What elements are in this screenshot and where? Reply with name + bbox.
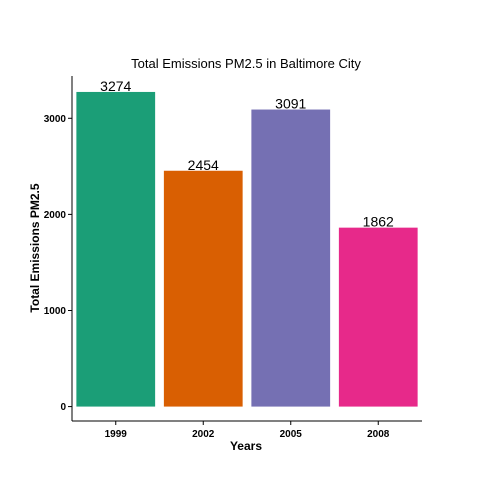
- y-axis-title: Total Emissions PM2.5: [28, 183, 42, 312]
- bars-group: [76, 91, 418, 407]
- x-tick-label-2005: 2005: [280, 429, 303, 440]
- data-label-1999: 3274: [100, 78, 131, 94]
- x-axis-title: Years: [230, 439, 262, 453]
- data-label-2002: 2454: [188, 157, 219, 173]
- bar-1999: [76, 91, 156, 407]
- x-tick-label-2008: 2008: [367, 429, 390, 440]
- data-label-2005: 3091: [275, 96, 306, 112]
- bar-2008: [338, 227, 418, 407]
- y-tick-label-2000: 2000: [44, 210, 67, 221]
- y-ticks-group: 0 1000 2000 3000: [44, 114, 72, 413]
- bar-2002: [163, 170, 243, 407]
- bar-2005: [251, 109, 331, 407]
- data-labels-group: 3274 2454 3091 1862: [100, 78, 394, 230]
- y-tick-label-1000: 1000: [44, 306, 67, 317]
- x-ticks-group: 1999 2002 2005 2008: [105, 421, 390, 440]
- x-tick-label-2002: 2002: [192, 429, 215, 440]
- y-tick-label-0: 0: [60, 402, 66, 413]
- y-tick-label-3000: 3000: [44, 114, 67, 125]
- x-tick-label-1999: 1999: [105, 429, 128, 440]
- data-label-2008: 1862: [363, 214, 394, 230]
- chart-title: Total Emissions PM2.5 in Baltimore City: [131, 56, 361, 71]
